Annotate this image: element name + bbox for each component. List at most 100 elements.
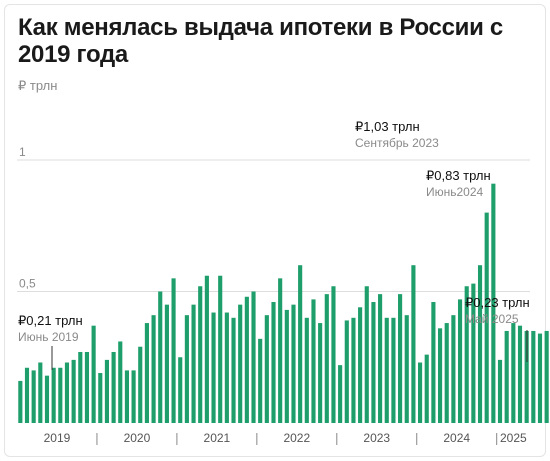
bar — [278, 278, 283, 423]
bar — [184, 315, 189, 423]
bar — [231, 317, 236, 423]
bar — [524, 330, 529, 423]
bar — [298, 265, 303, 423]
bar — [138, 346, 143, 423]
year-label: 2025 — [500, 431, 527, 445]
bar — [418, 362, 423, 423]
annotation-value: ₽1,03 трлн — [355, 119, 420, 134]
bar — [338, 365, 343, 423]
annotation-date: Июнь2024 — [426, 185, 484, 199]
bar — [358, 307, 363, 423]
bar — [304, 317, 309, 423]
bar — [511, 323, 516, 423]
bar — [451, 315, 456, 423]
bar — [484, 212, 489, 423]
bar — [477, 265, 483, 423]
bar — [84, 351, 90, 423]
bar — [38, 362, 43, 423]
bar — [211, 312, 216, 423]
bar — [191, 304, 196, 423]
bar — [18, 380, 23, 423]
annotation-value: ₽0,23 трлн — [465, 295, 530, 310]
bar — [471, 283, 476, 423]
bar — [164, 304, 169, 423]
bar — [284, 309, 289, 423]
bar — [378, 294, 383, 423]
bar — [218, 275, 223, 423]
bar — [351, 317, 356, 423]
annotation-date: Сентябрь 2023 — [355, 136, 439, 150]
year-label: 2019 — [44, 431, 71, 445]
bar — [124, 370, 129, 423]
bar — [544, 330, 549, 423]
bar — [58, 367, 63, 423]
bar — [144, 323, 149, 423]
bar — [264, 315, 269, 423]
bar — [104, 359, 110, 423]
bar — [111, 351, 116, 423]
bar — [431, 302, 436, 423]
bar — [78, 351, 83, 423]
year-label: 2022 — [283, 431, 310, 445]
bar — [331, 286, 336, 423]
bar — [71, 359, 76, 423]
bar — [198, 286, 203, 423]
bar — [171, 278, 176, 423]
year-label: 2020 — [124, 431, 151, 445]
bar — [537, 333, 543, 423]
bar — [51, 367, 56, 423]
bar — [118, 341, 123, 423]
bar — [497, 359, 503, 423]
bar — [244, 296, 249, 423]
bar — [324, 294, 329, 423]
bar — [178, 357, 183, 423]
bar — [444, 323, 449, 423]
bar — [98, 373, 103, 423]
bar — [437, 328, 443, 423]
bar — [251, 291, 256, 423]
bar — [224, 312, 229, 423]
bar — [424, 354, 429, 423]
year-label: 2024 — [443, 431, 470, 445]
bar — [158, 291, 163, 423]
annotation-value: ₽0,83 трлн — [426, 168, 491, 183]
bar — [31, 370, 36, 423]
bar — [457, 299, 463, 423]
bar — [464, 286, 469, 423]
y-tick-label: 1 — [19, 145, 26, 159]
bar — [398, 294, 403, 423]
bar — [24, 367, 30, 423]
bar — [204, 275, 209, 423]
bar — [271, 302, 276, 423]
bar — [344, 320, 349, 423]
bar — [364, 286, 369, 423]
bar — [238, 304, 243, 423]
annotation-value: ₽0,21 трлн — [18, 313, 83, 328]
chart-title: Как менялась выдача ипотеки в России с 2… — [18, 14, 503, 68]
bar — [318, 323, 323, 423]
year-label: 2021 — [204, 431, 231, 445]
bar — [411, 265, 416, 423]
bar — [44, 375, 50, 423]
bar — [91, 325, 96, 423]
bar — [371, 302, 376, 423]
bar — [504, 330, 509, 423]
bar — [291, 304, 296, 423]
annotation-date: Май 2025 — [465, 312, 519, 326]
bar — [404, 315, 409, 423]
y-tick-label: 0,5 — [19, 277, 36, 291]
bar — [384, 317, 389, 423]
bar — [258, 338, 263, 423]
annotation-date: Июнь 2019 — [18, 330, 79, 344]
bar — [131, 370, 136, 423]
bar — [151, 315, 156, 423]
year-label: 2023 — [363, 431, 390, 445]
bar — [517, 325, 523, 423]
bar — [64, 362, 70, 423]
bar — [531, 330, 536, 423]
bar — [391, 317, 396, 423]
bar — [311, 299, 316, 423]
unit-label: ₽ трлн — [18, 78, 58, 93]
bar — [491, 183, 496, 423]
